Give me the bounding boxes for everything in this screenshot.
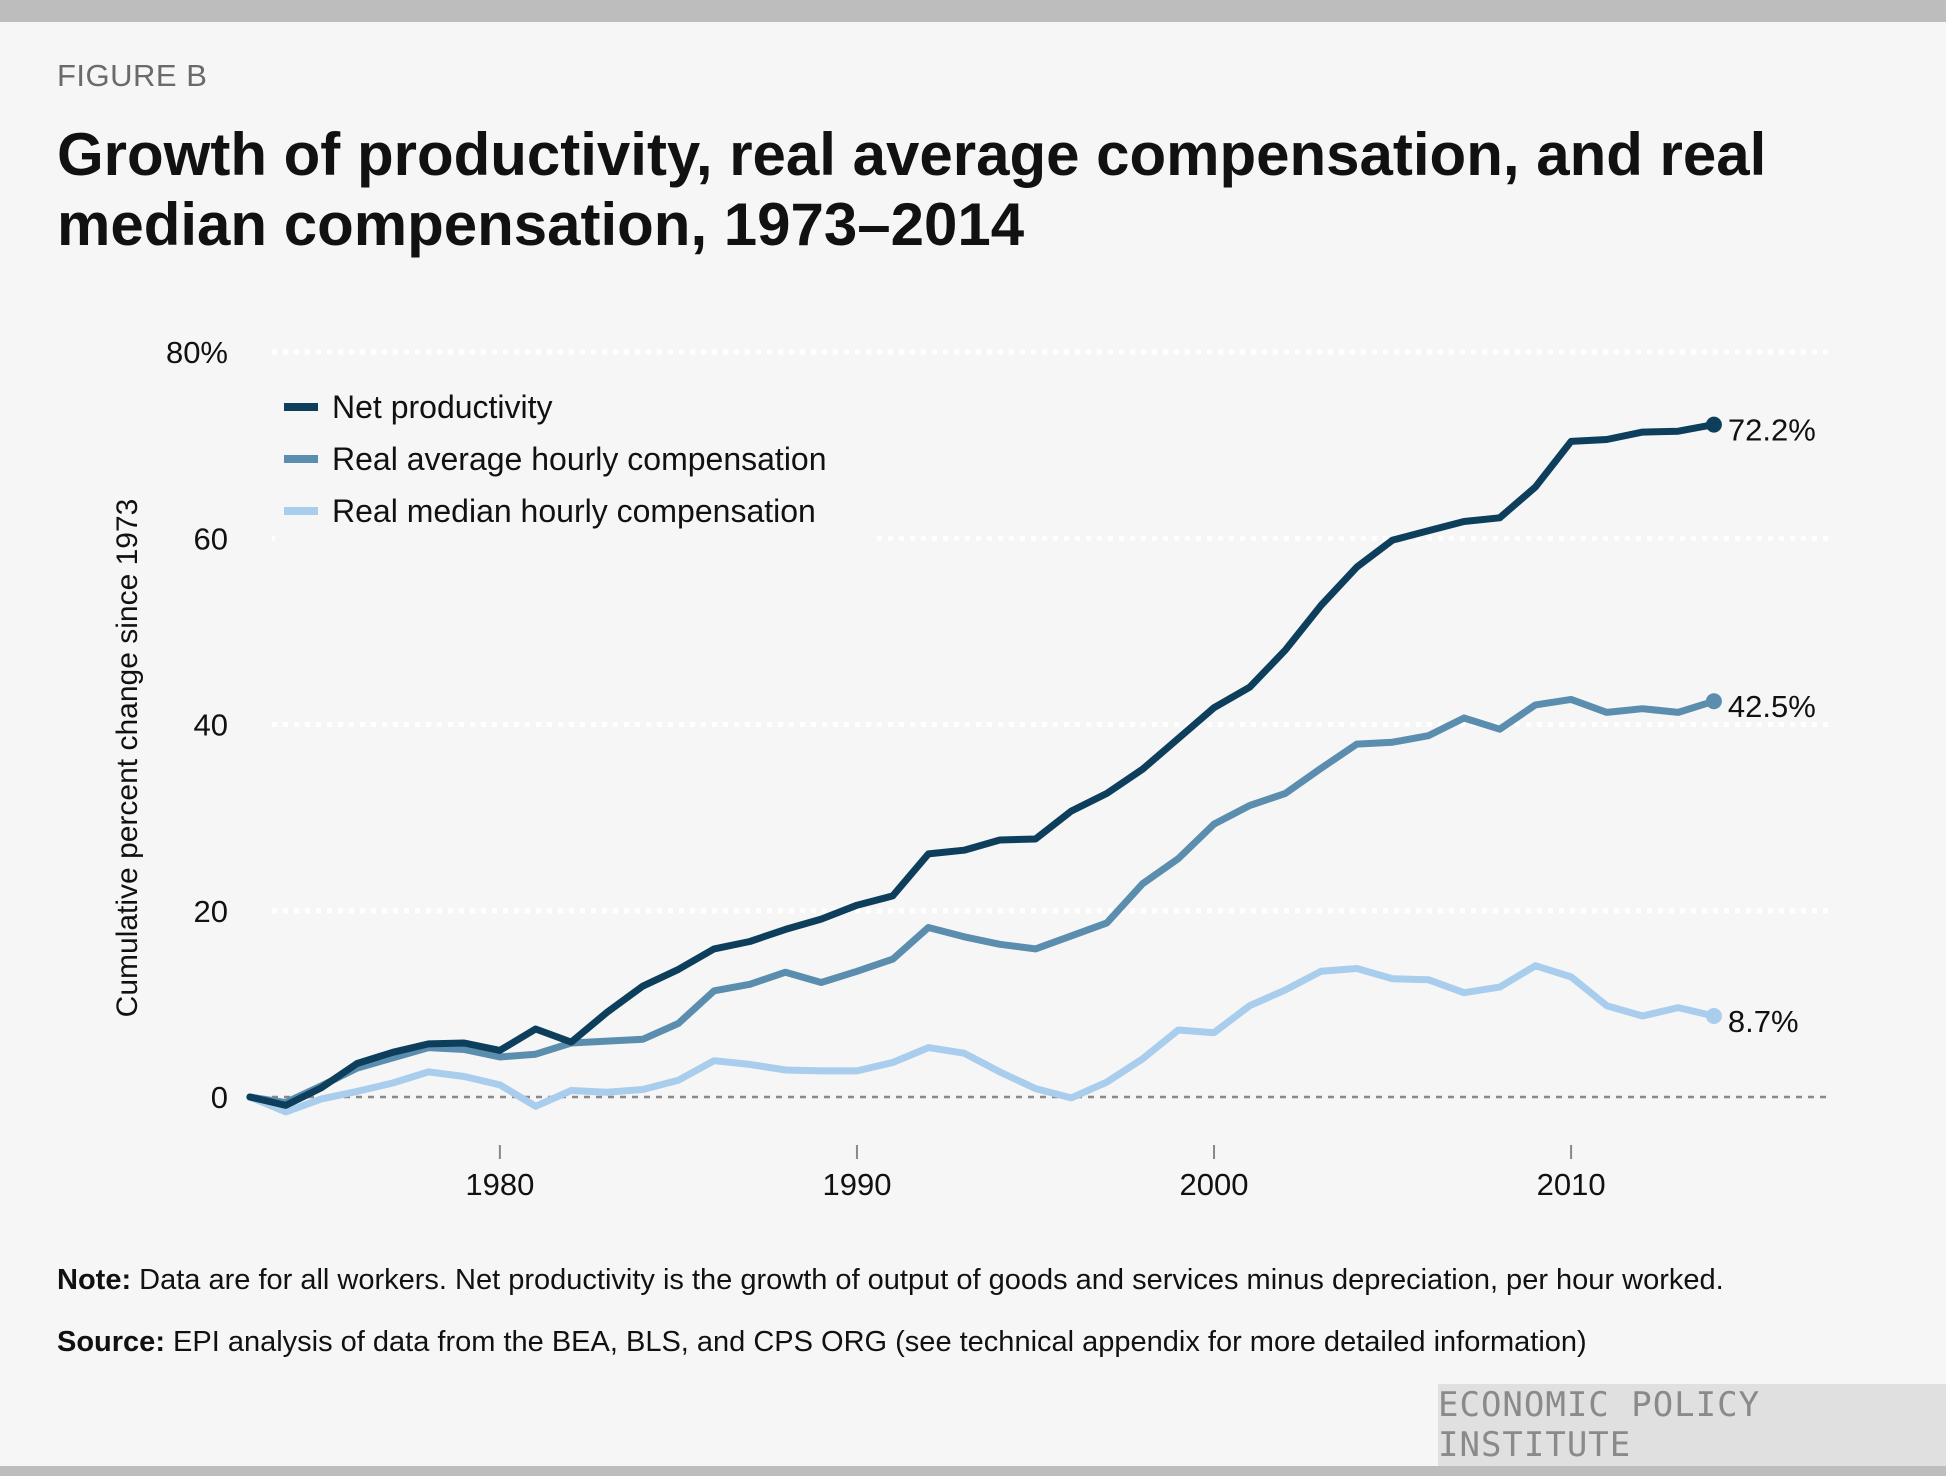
series-end-point bbox=[1705, 693, 1722, 710]
source-line: Source: EPI analysis of data from the BE… bbox=[57, 1324, 1907, 1360]
y-tick-label: 20 bbox=[194, 894, 228, 929]
note-text: Data are for all workers. Net productivi… bbox=[131, 1264, 1724, 1296]
series-end-label: 8.7% bbox=[1728, 1004, 1799, 1039]
x-axis-ticks: 1980 1990 2000 2010 bbox=[465, 1145, 1606, 1202]
chart-title: Growth of productivity, real average com… bbox=[57, 121, 1767, 258]
series-end-label: 42.5% bbox=[1728, 689, 1816, 724]
brand-badge: ECONOMIC POLICY INSTITUTE bbox=[1438, 1384, 1946, 1466]
x-tick-label: 2000 bbox=[1180, 1167, 1249, 1202]
x-tick-label: 2010 bbox=[1537, 1167, 1606, 1202]
series-end-point bbox=[1705, 1007, 1722, 1024]
line-chart: 0 20 40 60 80% 1980 1990 2000 2010 Cumulative p… bbox=[111, 335, 1832, 1202]
figure-label: FIGURE B bbox=[57, 58, 208, 93]
legend-label: Net productivity bbox=[332, 389, 553, 425]
grid-lines bbox=[272, 349, 1832, 1099]
series-line-1 bbox=[246, 695, 1718, 1107]
y-axis-label: Cumulative percent change since 1973 bbox=[111, 499, 144, 1018]
series-end-point bbox=[1705, 416, 1722, 433]
source-text: EPI analysis of data from the BEA, BLS, … bbox=[164, 1326, 1587, 1358]
series-line-2 bbox=[246, 962, 1718, 1116]
y-tick-label: 40 bbox=[194, 708, 228, 743]
series-line-0 bbox=[246, 421, 1718, 1109]
y-axis-ticks: 0 20 40 60 80% bbox=[166, 335, 228, 1115]
notes: Note: Data are for all workers. Net prod… bbox=[57, 1262, 1907, 1386]
series-end-label: 72.2% bbox=[1728, 413, 1816, 448]
y-tick-label: 0 bbox=[211, 1080, 228, 1115]
note-label: Note: bbox=[57, 1264, 132, 1296]
legend: Net productivity Real average hourly comp… bbox=[284, 389, 827, 529]
y-tick-label: 60 bbox=[194, 521, 228, 556]
legend-box bbox=[275, 360, 875, 570]
x-tick-label: 1990 bbox=[822, 1167, 891, 1202]
legend-label: Real median hourly compensation bbox=[332, 493, 816, 529]
note-line: Note: Data are for all workers. Net prod… bbox=[57, 1262, 1907, 1298]
series-lines: 8.7% 42.5% 72.2% bbox=[246, 413, 1816, 1116]
source-label: Source: bbox=[57, 1326, 165, 1358]
legend-label: Real average hourly compensation bbox=[332, 441, 827, 477]
x-tick-label: 1980 bbox=[465, 1167, 534, 1202]
legend-background bbox=[275, 360, 875, 570]
bottom-border bbox=[0, 1466, 1946, 1476]
brand-text: ECONOMIC POLICY INSTITUTE bbox=[1438, 1385, 1761, 1465]
top-border bbox=[0, 0, 1946, 22]
y-tick-label: 80% bbox=[166, 335, 228, 370]
